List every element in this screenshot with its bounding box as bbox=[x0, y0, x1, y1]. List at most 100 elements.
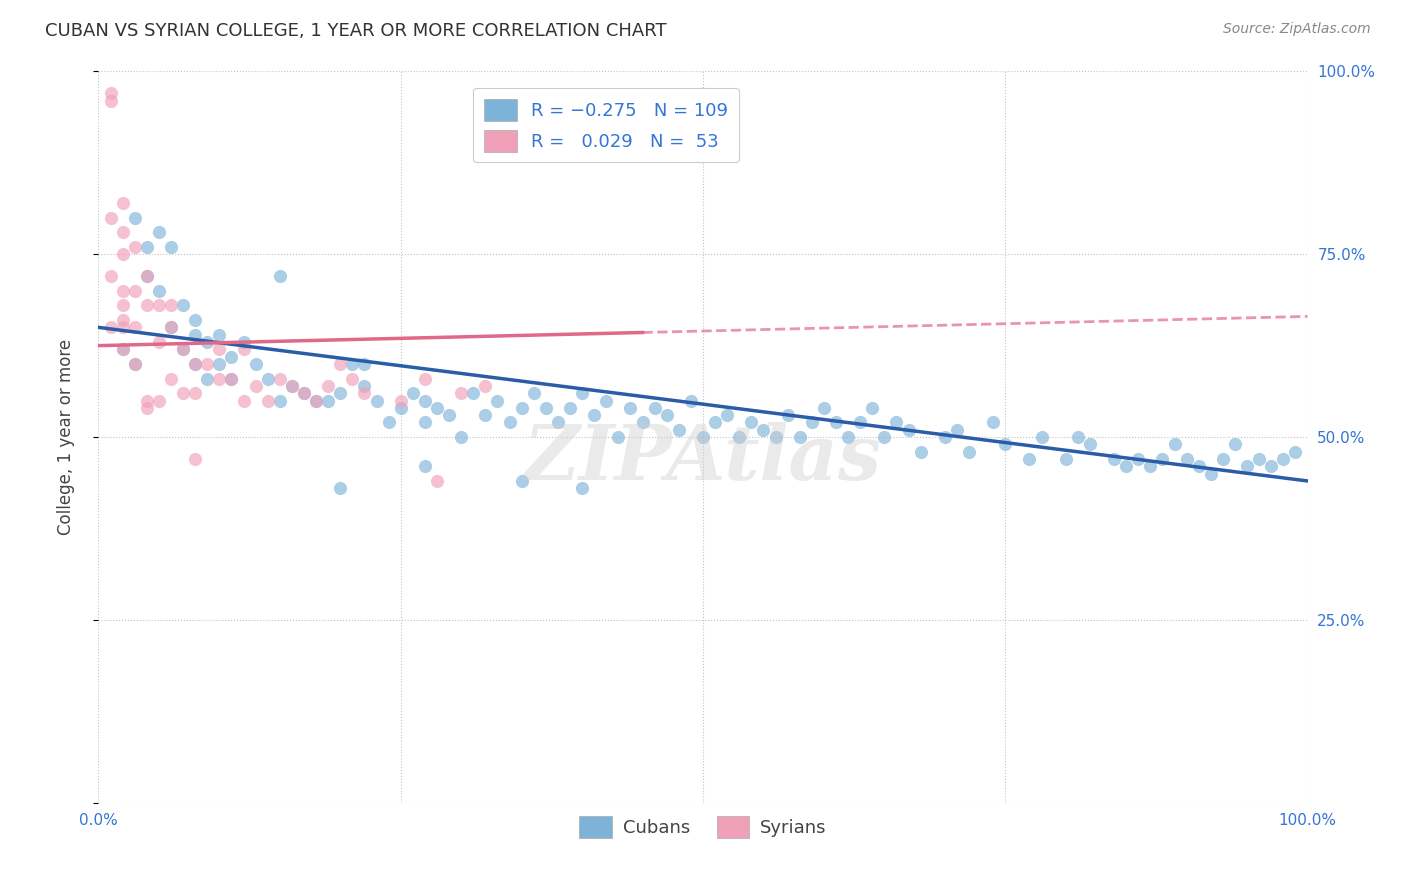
Point bbox=[752, 423, 775, 437]
Point bbox=[111, 225, 134, 239]
Point bbox=[510, 474, 533, 488]
Point bbox=[886, 416, 908, 430]
Point bbox=[172, 386, 194, 401]
Point bbox=[111, 320, 134, 334]
Point bbox=[631, 416, 654, 430]
Point bbox=[813, 401, 835, 415]
Point bbox=[292, 386, 315, 401]
Point bbox=[1163, 437, 1185, 451]
Point bbox=[450, 430, 472, 444]
Point bbox=[692, 430, 714, 444]
Point bbox=[1249, 452, 1271, 467]
Point bbox=[353, 386, 375, 401]
Point bbox=[245, 379, 267, 393]
Point bbox=[208, 371, 231, 385]
Point bbox=[148, 284, 170, 298]
Point bbox=[329, 481, 352, 495]
Point bbox=[221, 371, 243, 385]
Point bbox=[184, 357, 207, 371]
Point bbox=[124, 284, 146, 298]
Point bbox=[160, 320, 183, 334]
Point bbox=[1212, 452, 1234, 467]
Point bbox=[111, 247, 134, 261]
Point bbox=[316, 379, 339, 393]
Point bbox=[910, 444, 932, 458]
Point bbox=[1272, 452, 1295, 467]
Point bbox=[413, 371, 436, 385]
Point bbox=[124, 357, 146, 371]
Point bbox=[1054, 452, 1077, 467]
Point bbox=[124, 357, 146, 371]
Point bbox=[1031, 430, 1053, 444]
Point bbox=[135, 269, 157, 284]
Point bbox=[281, 379, 304, 393]
Text: Source: ZipAtlas.com: Source: ZipAtlas.com bbox=[1223, 22, 1371, 37]
Point bbox=[679, 393, 702, 408]
Point bbox=[957, 444, 980, 458]
Point bbox=[342, 371, 364, 385]
Point bbox=[474, 408, 496, 422]
Point bbox=[644, 401, 666, 415]
Point bbox=[160, 371, 183, 385]
Point bbox=[195, 357, 218, 371]
Point bbox=[498, 416, 520, 430]
Point bbox=[1284, 444, 1306, 458]
Point bbox=[1188, 459, 1211, 474]
Point bbox=[221, 350, 243, 364]
Point bbox=[111, 298, 134, 312]
Point bbox=[981, 416, 1004, 430]
Point bbox=[389, 393, 412, 408]
Point bbox=[148, 298, 170, 312]
Point bbox=[100, 320, 122, 334]
Text: ZIPAtlas: ZIPAtlas bbox=[524, 422, 882, 496]
Point bbox=[195, 334, 218, 349]
Point bbox=[873, 430, 896, 444]
Point bbox=[716, 408, 738, 422]
Point bbox=[111, 284, 134, 298]
Point bbox=[111, 196, 134, 211]
Point bbox=[124, 211, 146, 225]
Point bbox=[389, 401, 412, 415]
Point bbox=[1128, 452, 1150, 467]
Point bbox=[135, 298, 157, 312]
Point bbox=[148, 225, 170, 239]
Point bbox=[184, 327, 207, 342]
Point bbox=[474, 379, 496, 393]
Point bbox=[232, 334, 254, 349]
Text: CUBAN VS SYRIAN COLLEGE, 1 YEAR OR MORE CORRELATION CHART: CUBAN VS SYRIAN COLLEGE, 1 YEAR OR MORE … bbox=[45, 22, 666, 40]
Point bbox=[704, 416, 727, 430]
Point bbox=[1102, 452, 1125, 467]
Point bbox=[269, 371, 291, 385]
Point bbox=[148, 334, 170, 349]
Point bbox=[329, 386, 352, 401]
Point bbox=[655, 408, 678, 422]
Point bbox=[571, 481, 593, 495]
Point bbox=[135, 269, 157, 284]
Point bbox=[160, 240, 183, 254]
Point bbox=[558, 401, 581, 415]
Point bbox=[413, 393, 436, 408]
Point bbox=[172, 298, 194, 312]
Point bbox=[413, 459, 436, 474]
Point bbox=[595, 393, 617, 408]
Point bbox=[148, 393, 170, 408]
Point bbox=[184, 357, 207, 371]
Point bbox=[256, 393, 278, 408]
Point bbox=[789, 430, 811, 444]
Point bbox=[1236, 459, 1258, 474]
Point bbox=[316, 393, 339, 408]
Point bbox=[184, 386, 207, 401]
Point bbox=[463, 386, 485, 401]
Point bbox=[668, 423, 690, 437]
Point bbox=[256, 371, 278, 385]
Point bbox=[172, 343, 194, 357]
Point bbox=[342, 357, 364, 371]
Point bbox=[1199, 467, 1222, 481]
Point bbox=[366, 393, 388, 408]
Point bbox=[1115, 459, 1137, 474]
Point bbox=[837, 430, 859, 444]
Point bbox=[100, 269, 122, 284]
Point bbox=[160, 320, 183, 334]
Point bbox=[353, 357, 375, 371]
Point bbox=[377, 416, 399, 430]
